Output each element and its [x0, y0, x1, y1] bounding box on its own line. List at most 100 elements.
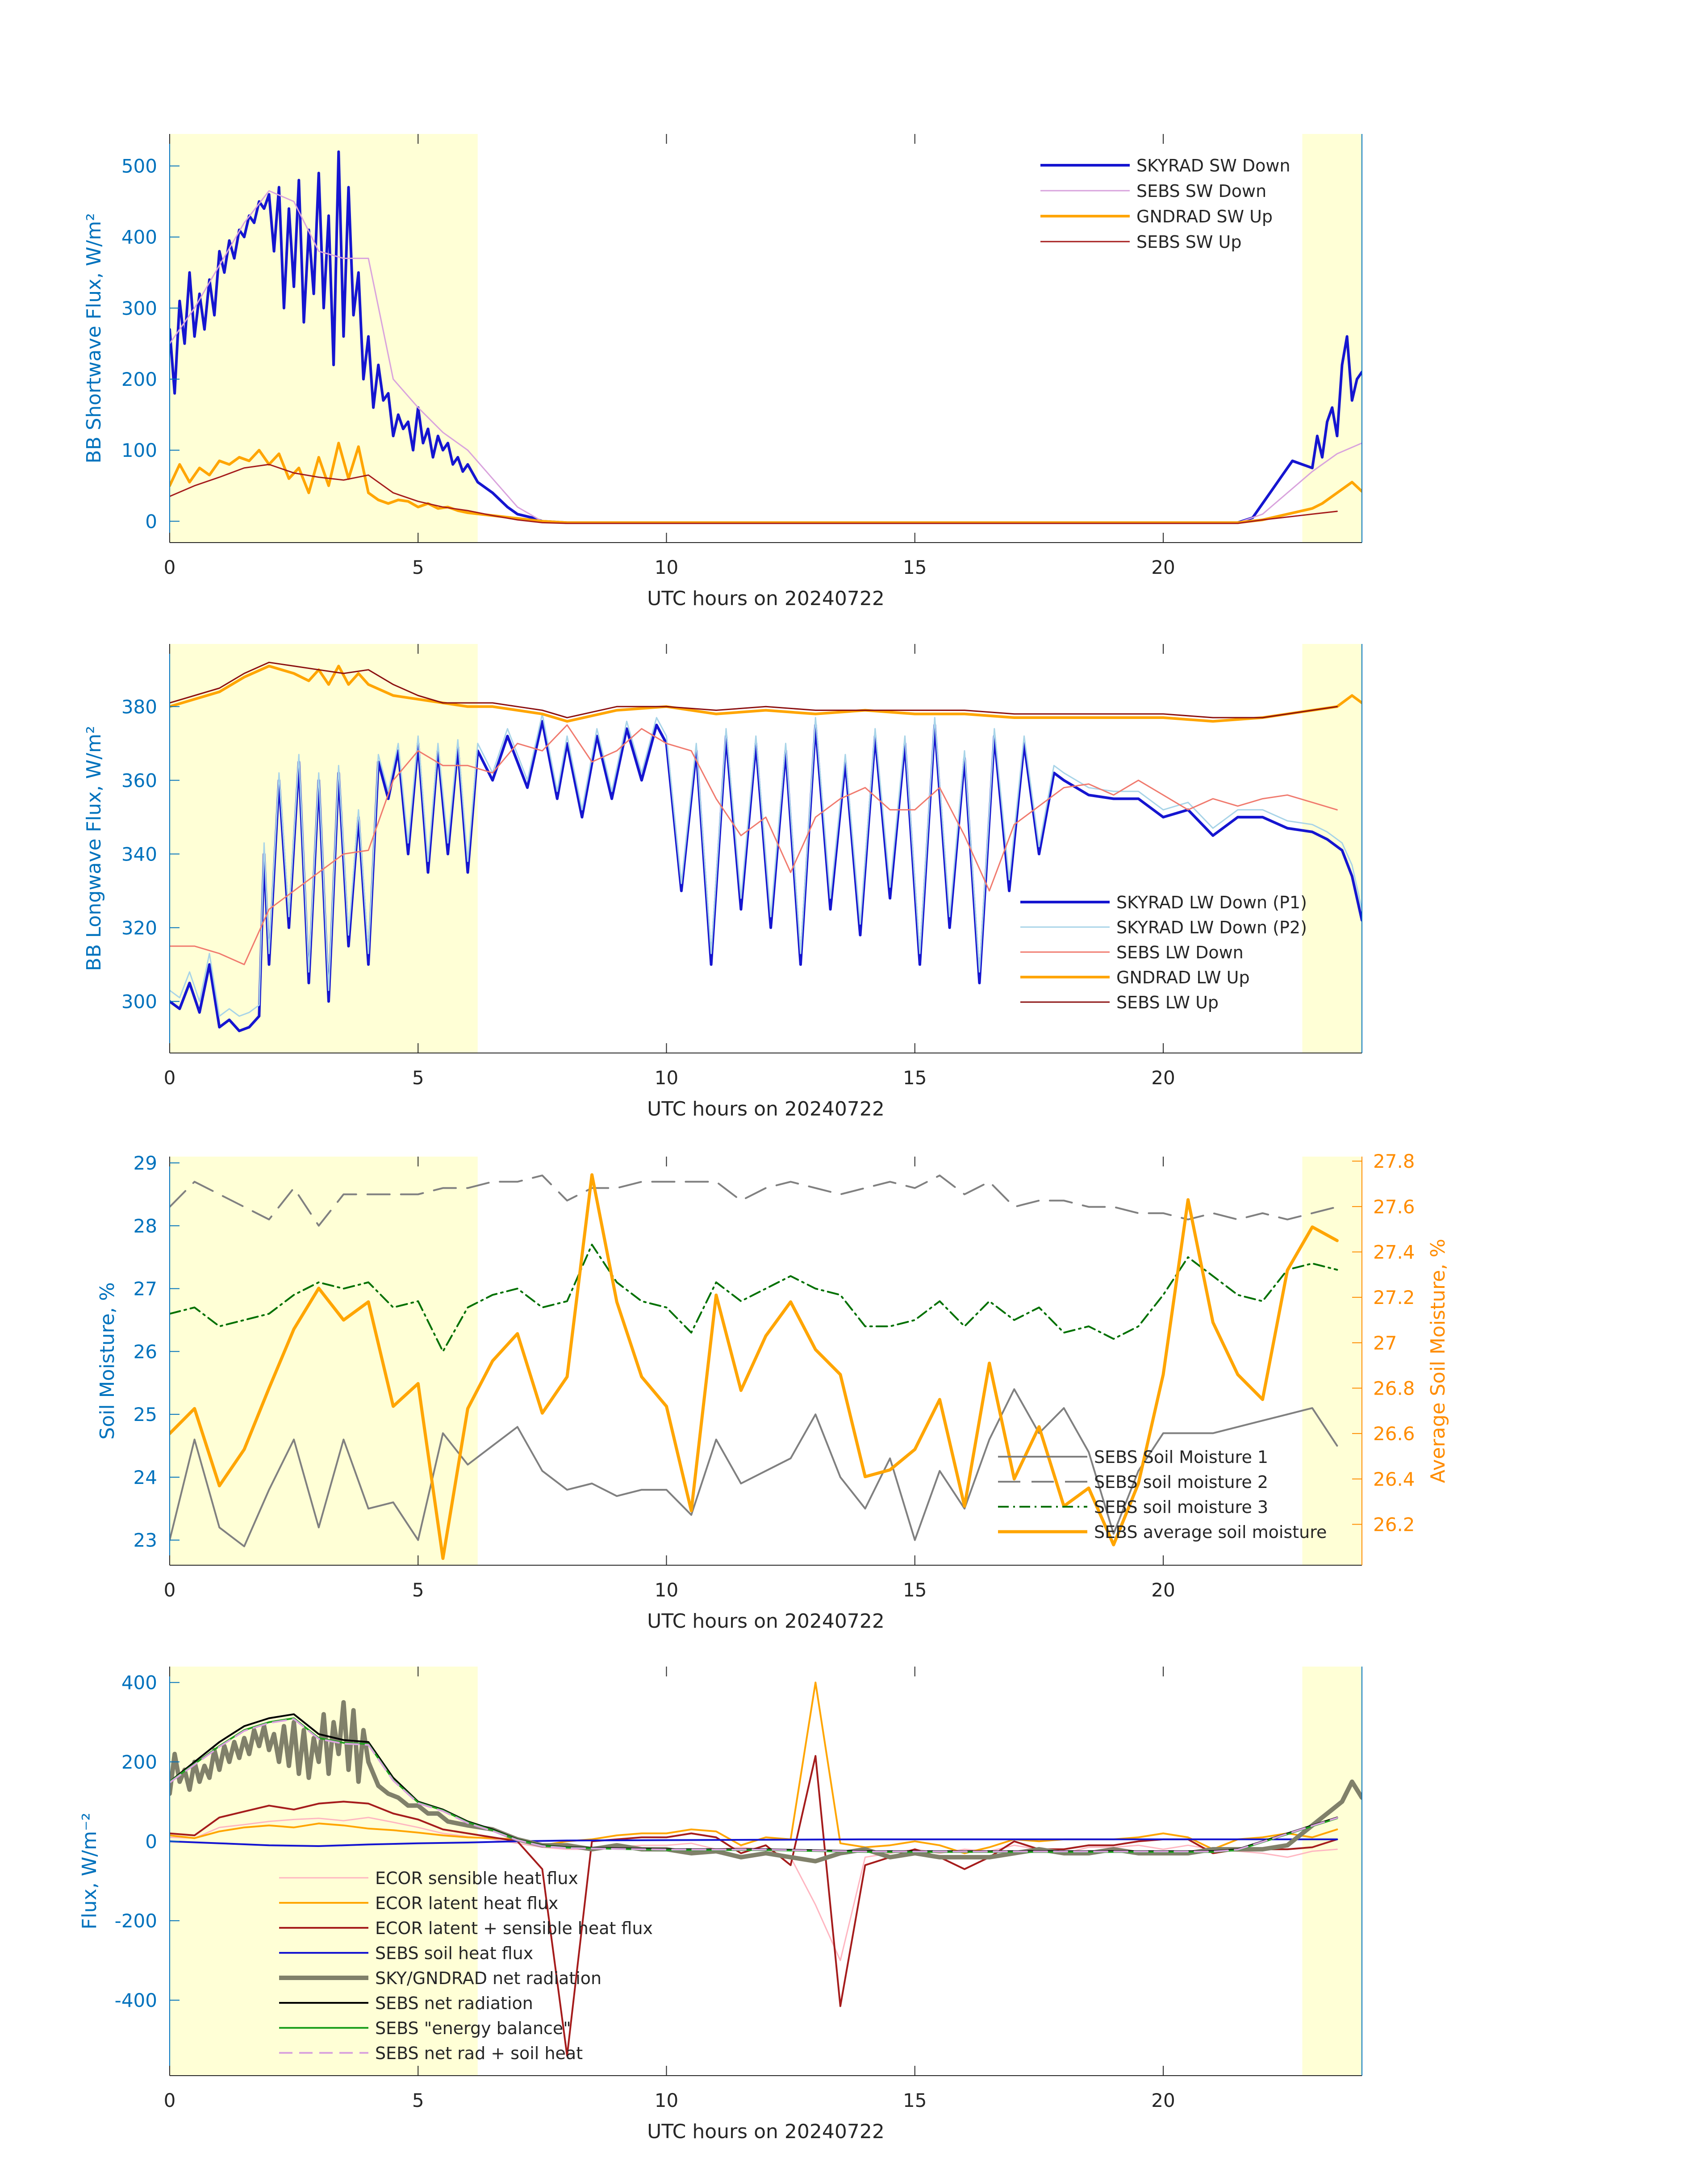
legend-label: GNDRAD SW Up: [1136, 207, 1273, 226]
series-line-5: [170, 1700, 1362, 1864]
series-line-8: [170, 1718, 1338, 1853]
x-tick-label: 10: [655, 1067, 678, 1089]
shaded-region-2: [1302, 1667, 1362, 2076]
x-tick-label: 5: [412, 1579, 424, 1601]
x-tick-label: 20: [1151, 556, 1175, 578]
y-tick-label: 200: [121, 368, 157, 390]
series-line-4: [170, 464, 1338, 524]
x-tick-label: 20: [1151, 1579, 1175, 1601]
series-line-2: [170, 1681, 1338, 1854]
legend-label: ECOR latent + sensible heat flux: [375, 1918, 653, 1938]
legend-label: SEBS soil moisture 3: [1094, 1497, 1268, 1517]
x-axis-label: UTC hours on 20240722: [647, 2120, 885, 2143]
series-line-2: [170, 713, 1362, 1017]
series-line-4: [170, 1173, 1339, 1560]
series-line-3: [170, 442, 1362, 524]
panel-lw: 0 5 10 15 20 UTC hours on 20240722 300 320 340 36…: [83, 644, 1362, 1120]
y-tick-label: 23: [134, 1529, 157, 1551]
y-axis-label: BB Shortwave Flux, W/m²: [83, 213, 105, 464]
y-tick-label: -400: [115, 1989, 157, 2011]
legend-label: SKY/GNDRAD net radiation: [375, 1968, 601, 1988]
y-tick-label: 500: [121, 155, 157, 177]
y2-tick-label: 27.2: [1373, 1287, 1415, 1308]
y-tick-label: 300: [121, 990, 157, 1012]
x-tick-label: 0: [164, 556, 176, 578]
y-tick-label: 340: [121, 843, 157, 865]
shaded-region-1: [170, 1157, 478, 1565]
legend-label: SKYRAD SW Down: [1136, 156, 1290, 175]
x-tick-label: 5: [412, 2089, 424, 2111]
shaded-region-1: [170, 134, 478, 543]
series-group: [170, 1681, 1362, 2057]
legend-label: GNDRAD LW Up: [1116, 968, 1250, 987]
x-axis-label: UTC hours on 20240722: [647, 587, 885, 610]
legend-label: SEBS net rad + soil heat: [375, 2043, 583, 2063]
y-tick-label: 380: [121, 696, 157, 718]
legend-label: SEBS soil moisture 2: [1094, 1472, 1268, 1492]
y2-tick-label: 27.6: [1373, 1196, 1415, 1218]
series-group: [170, 1173, 1339, 1560]
legend: SEBS Soil Moisture 1 SEBS soil moisture 2…: [998, 1447, 1327, 1542]
y-tick-label: 26: [134, 1341, 157, 1362]
y-tick-label: 200: [121, 1751, 157, 1773]
y-tick-label: 27: [134, 1278, 157, 1300]
series-line-5: [170, 661, 1338, 719]
legend: SKYRAD LW Down (P1) SKYRAD LW Down (P2) SE…: [1020, 893, 1307, 1012]
y-tick-label: 28: [134, 1215, 157, 1237]
panel-sw: 0 5 10 15 20 UTC hours on 20240722 0 100 200 300 4…: [83, 134, 1362, 610]
series-line-4: [170, 1838, 1338, 1847]
y2-tick-label: 26.2: [1373, 1514, 1415, 1536]
series-line-3: [170, 1244, 1338, 1353]
x-axis-label: UTC hours on 20240722: [647, 1098, 885, 1120]
x-tick-label: 15: [903, 1579, 927, 1601]
shaded-region-2: [1302, 1157, 1362, 1565]
series-line-1: [170, 1817, 1338, 1961]
y-tick-label: 24: [134, 1467, 157, 1488]
panel-flux: 0 5 10 15 20 UTC hours on 20240722 -400 -200 0 20…: [78, 1667, 1362, 2143]
y2-tick-label: 26.6: [1373, 1423, 1415, 1445]
y-tick-label: 320: [121, 917, 157, 939]
y2-tick-label: 26.4: [1373, 1468, 1415, 1490]
x-tick-label: 10: [655, 556, 678, 578]
series-group: [170, 661, 1362, 1032]
legend-label: SEBS LW Down: [1116, 943, 1244, 962]
x-tick-label: 15: [903, 556, 927, 578]
y-axis-label: Flux, W/m⁻²: [78, 1813, 101, 1930]
legend-label: SEBS Soil Moisture 1: [1094, 1447, 1268, 1467]
y-tick-label: 360: [121, 769, 157, 791]
x-tick-label: 10: [655, 1579, 678, 1601]
y-tick-label: 100: [121, 439, 157, 461]
y-tick-label: -200: [115, 1910, 157, 1932]
y-axis-label: BB Longwave Flux, W/m²: [83, 726, 105, 971]
legend-label: SKYRAD LW Down (P2): [1116, 918, 1307, 937]
x-tick-label: 0: [164, 2089, 176, 2111]
x-tick-label: 0: [164, 1579, 176, 1601]
y-tick-label: 29: [134, 1152, 157, 1174]
x-axis-label: UTC hours on 20240722: [647, 1610, 885, 1633]
legend-label: SEBS SW Down: [1136, 181, 1266, 201]
legend-label: SKYRAD LW Down (P1): [1116, 893, 1307, 912]
y-axis-label: Soil Moisture, %: [96, 1282, 119, 1439]
x-tick-label: 0: [164, 1067, 176, 1089]
legend: ECOR sensible heat flux ECOR latent heat …: [279, 1868, 653, 2063]
legend-label: ECOR latent heat flux: [375, 1893, 558, 1913]
y2-tick-label: 27.4: [1373, 1241, 1415, 1263]
y-tick-label: 400: [121, 1672, 157, 1694]
legend-label: SEBS soil heat flux: [375, 1943, 533, 1963]
shaded-region-2: [1302, 644, 1362, 1053]
legend-label: SEBS average soil moisture: [1094, 1522, 1327, 1542]
series-line-2: [170, 190, 1362, 523]
x-tick-label: 10: [655, 2089, 678, 2111]
x-tick-label: 15: [903, 1067, 927, 1089]
y2-tick-label: 27: [1373, 1332, 1397, 1354]
y-tick-label: 0: [145, 510, 157, 532]
series-group: [170, 150, 1362, 524]
y2-axis-label: Average Soil Moisture, %: [1427, 1239, 1449, 1483]
legend: SKYRAD SW Down SEBS SW Down GNDRAD SW Up SE…: [1040, 156, 1290, 252]
legend-label: SEBS net radiation: [375, 1993, 533, 2013]
y2-tick-label: 27.8: [1373, 1150, 1415, 1172]
x-tick-label: 15: [903, 2089, 927, 2111]
series-line-2: [170, 1174, 1338, 1227]
y-tick-label: 0: [145, 1830, 157, 1852]
